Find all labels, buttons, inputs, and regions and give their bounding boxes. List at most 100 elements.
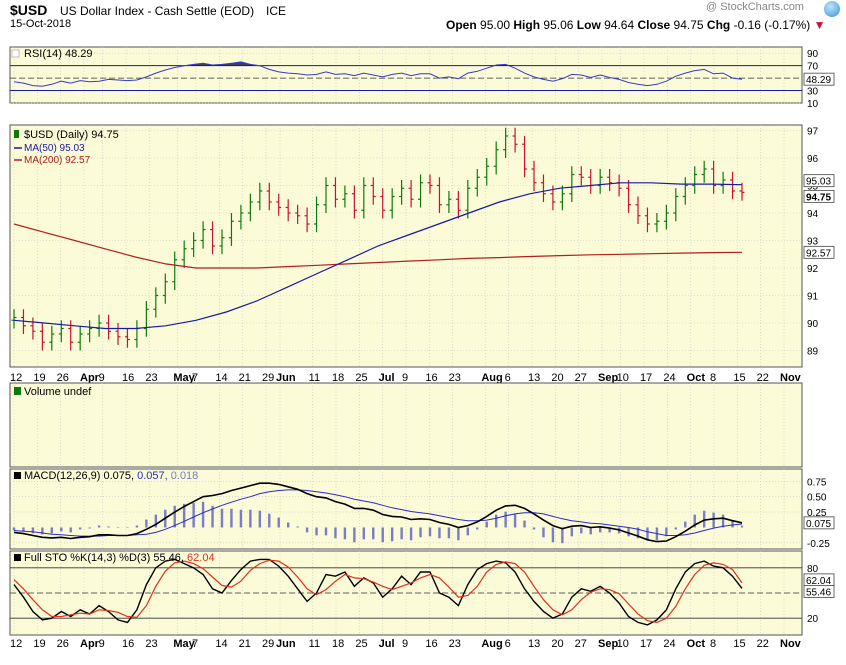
macd-histogram-bar xyxy=(78,527,82,530)
macd-histogram-bar xyxy=(324,527,328,536)
x-tick-label: 9 xyxy=(99,372,105,384)
x-tick-label: 7 xyxy=(192,372,198,384)
price-tick-label: 90 xyxy=(807,319,819,330)
x-tick-label-bottom: 18 xyxy=(332,638,344,650)
price-bar xyxy=(399,180,405,205)
x-tick-label: 19 xyxy=(33,372,45,384)
macd-histogram-bar xyxy=(201,501,205,528)
macd-histogram-bar xyxy=(561,527,564,544)
rsi-last-value-box xyxy=(803,72,835,86)
ma50-line xyxy=(13,182,743,330)
price-bar xyxy=(739,182,745,201)
price-bar xyxy=(87,320,93,343)
price-bar xyxy=(228,213,234,246)
price-bar xyxy=(153,287,159,318)
price-title: $USD (Daily) 94.75 xyxy=(24,129,119,141)
x-tick-label-bottom: 16 xyxy=(122,638,134,650)
macd-histogram-bar xyxy=(542,527,545,538)
instrument-name: US Dollar Index - Cash Settle (EOD) xyxy=(60,4,255,18)
macd-histogram-bar xyxy=(409,527,413,541)
macd-histogram-bar xyxy=(570,527,574,537)
price-bar xyxy=(455,191,461,219)
watermark: @ StockCharts.com xyxy=(706,1,804,13)
x-tick-label: Aug xyxy=(481,372,502,384)
high-value: 95.06 xyxy=(543,18,574,32)
stochastic-d-last-value: 62.04 xyxy=(806,576,831,587)
x-tick-label-bottom: 9 xyxy=(402,638,408,650)
x-tick-label-bottom: 23 xyxy=(145,638,157,650)
price-bar xyxy=(436,177,442,213)
ma200-legend-label: MA(200) 92.57 xyxy=(24,155,91,166)
price-bar xyxy=(389,188,395,219)
macd-histogram-bar xyxy=(296,526,299,528)
ma200-line xyxy=(13,223,743,269)
price-last-value-box xyxy=(803,189,835,203)
x-tick-label: 23 xyxy=(145,372,157,384)
macd-histogram-bar xyxy=(419,527,422,538)
stochastic-title: Full STO %K(14,3) %D(3) 55.46, 62.04 xyxy=(24,552,215,564)
x-tick-label-bottom: 21 xyxy=(239,638,251,650)
macd-histogram-bar xyxy=(390,527,394,542)
price-bar xyxy=(380,188,386,219)
macd-histogram-bar xyxy=(400,527,403,540)
price-bar xyxy=(314,196,320,233)
price-bar xyxy=(323,177,329,213)
price-bar xyxy=(692,166,698,194)
macd-histogram-bar xyxy=(145,519,148,528)
x-tick-label: 29 xyxy=(262,372,274,384)
macd-tick-label: -0.25 xyxy=(807,539,830,550)
price-bar xyxy=(361,177,367,219)
stochastic-d-line xyxy=(13,559,743,624)
macd-histogram-bar xyxy=(589,527,592,535)
x-tick-label-bottom: 6 xyxy=(505,638,511,650)
price-bar xyxy=(701,160,707,183)
macd-histogram-bar xyxy=(702,510,706,528)
stochastic-d-value: 62.04 xyxy=(187,552,215,564)
x-tick-label: Nov xyxy=(780,372,802,384)
macd-histogram-bar xyxy=(353,527,356,543)
x-tick-label-bottom: Aug xyxy=(481,638,502,650)
volume-legend-icon xyxy=(14,387,21,395)
x-tick-label-bottom: 7 xyxy=(192,638,198,650)
macd-histogram-bar xyxy=(627,527,630,537)
macd-line xyxy=(13,482,743,543)
ma200-last-value-box xyxy=(803,245,835,259)
sc-logo-icon[interactable] xyxy=(824,1,840,17)
close-label: Close xyxy=(637,18,671,32)
price-bar xyxy=(607,169,613,191)
x-tick-label: 27 xyxy=(575,372,587,384)
exchange-label: ICE xyxy=(266,4,287,18)
macd-histogram-bar xyxy=(636,527,640,539)
open-value: 95.00 xyxy=(480,18,511,32)
macd-histogram-bar xyxy=(182,503,186,528)
x-tick-label: 10 xyxy=(617,372,629,384)
macd-histogram-bar xyxy=(277,517,280,528)
price-bar xyxy=(597,169,603,194)
macd-histogram-bar xyxy=(513,513,517,528)
x-tick-label: 23 xyxy=(449,372,461,384)
x-tick-label: 18 xyxy=(332,372,344,384)
macd-histogram-bar xyxy=(116,527,120,528)
price-bar xyxy=(295,204,301,224)
macd-title: MACD(12,26,9) 0.075, 0.057, 0.018 xyxy=(24,470,198,482)
x-tick-label: 6 xyxy=(505,372,511,384)
x-tick-label: 16 xyxy=(122,372,134,384)
price-bar xyxy=(332,177,338,208)
macd-histogram-bar xyxy=(22,527,25,532)
price-bar xyxy=(493,141,499,175)
macd-histogram-bar xyxy=(154,514,158,528)
macd-tick-label: 0.75 xyxy=(807,477,827,488)
price-bar xyxy=(673,188,679,222)
price-bar xyxy=(626,180,632,213)
macd-histogram-bar xyxy=(258,510,262,528)
x-tick-label: 8 xyxy=(710,372,716,384)
macd-histogram-bar xyxy=(107,526,110,528)
ohlc-readout: Open 95.00 High 95.06 Low 94.64 Close 94… xyxy=(446,18,826,32)
macd-title-name: MACD(12,26,9) xyxy=(24,470,103,482)
price-tick-label: 89 xyxy=(807,347,819,358)
price-bar xyxy=(644,207,650,233)
close-value: 94.75 xyxy=(673,18,704,32)
price-bar xyxy=(276,193,282,216)
price-bar xyxy=(191,232,197,257)
macd-histogram-bar xyxy=(665,527,668,537)
